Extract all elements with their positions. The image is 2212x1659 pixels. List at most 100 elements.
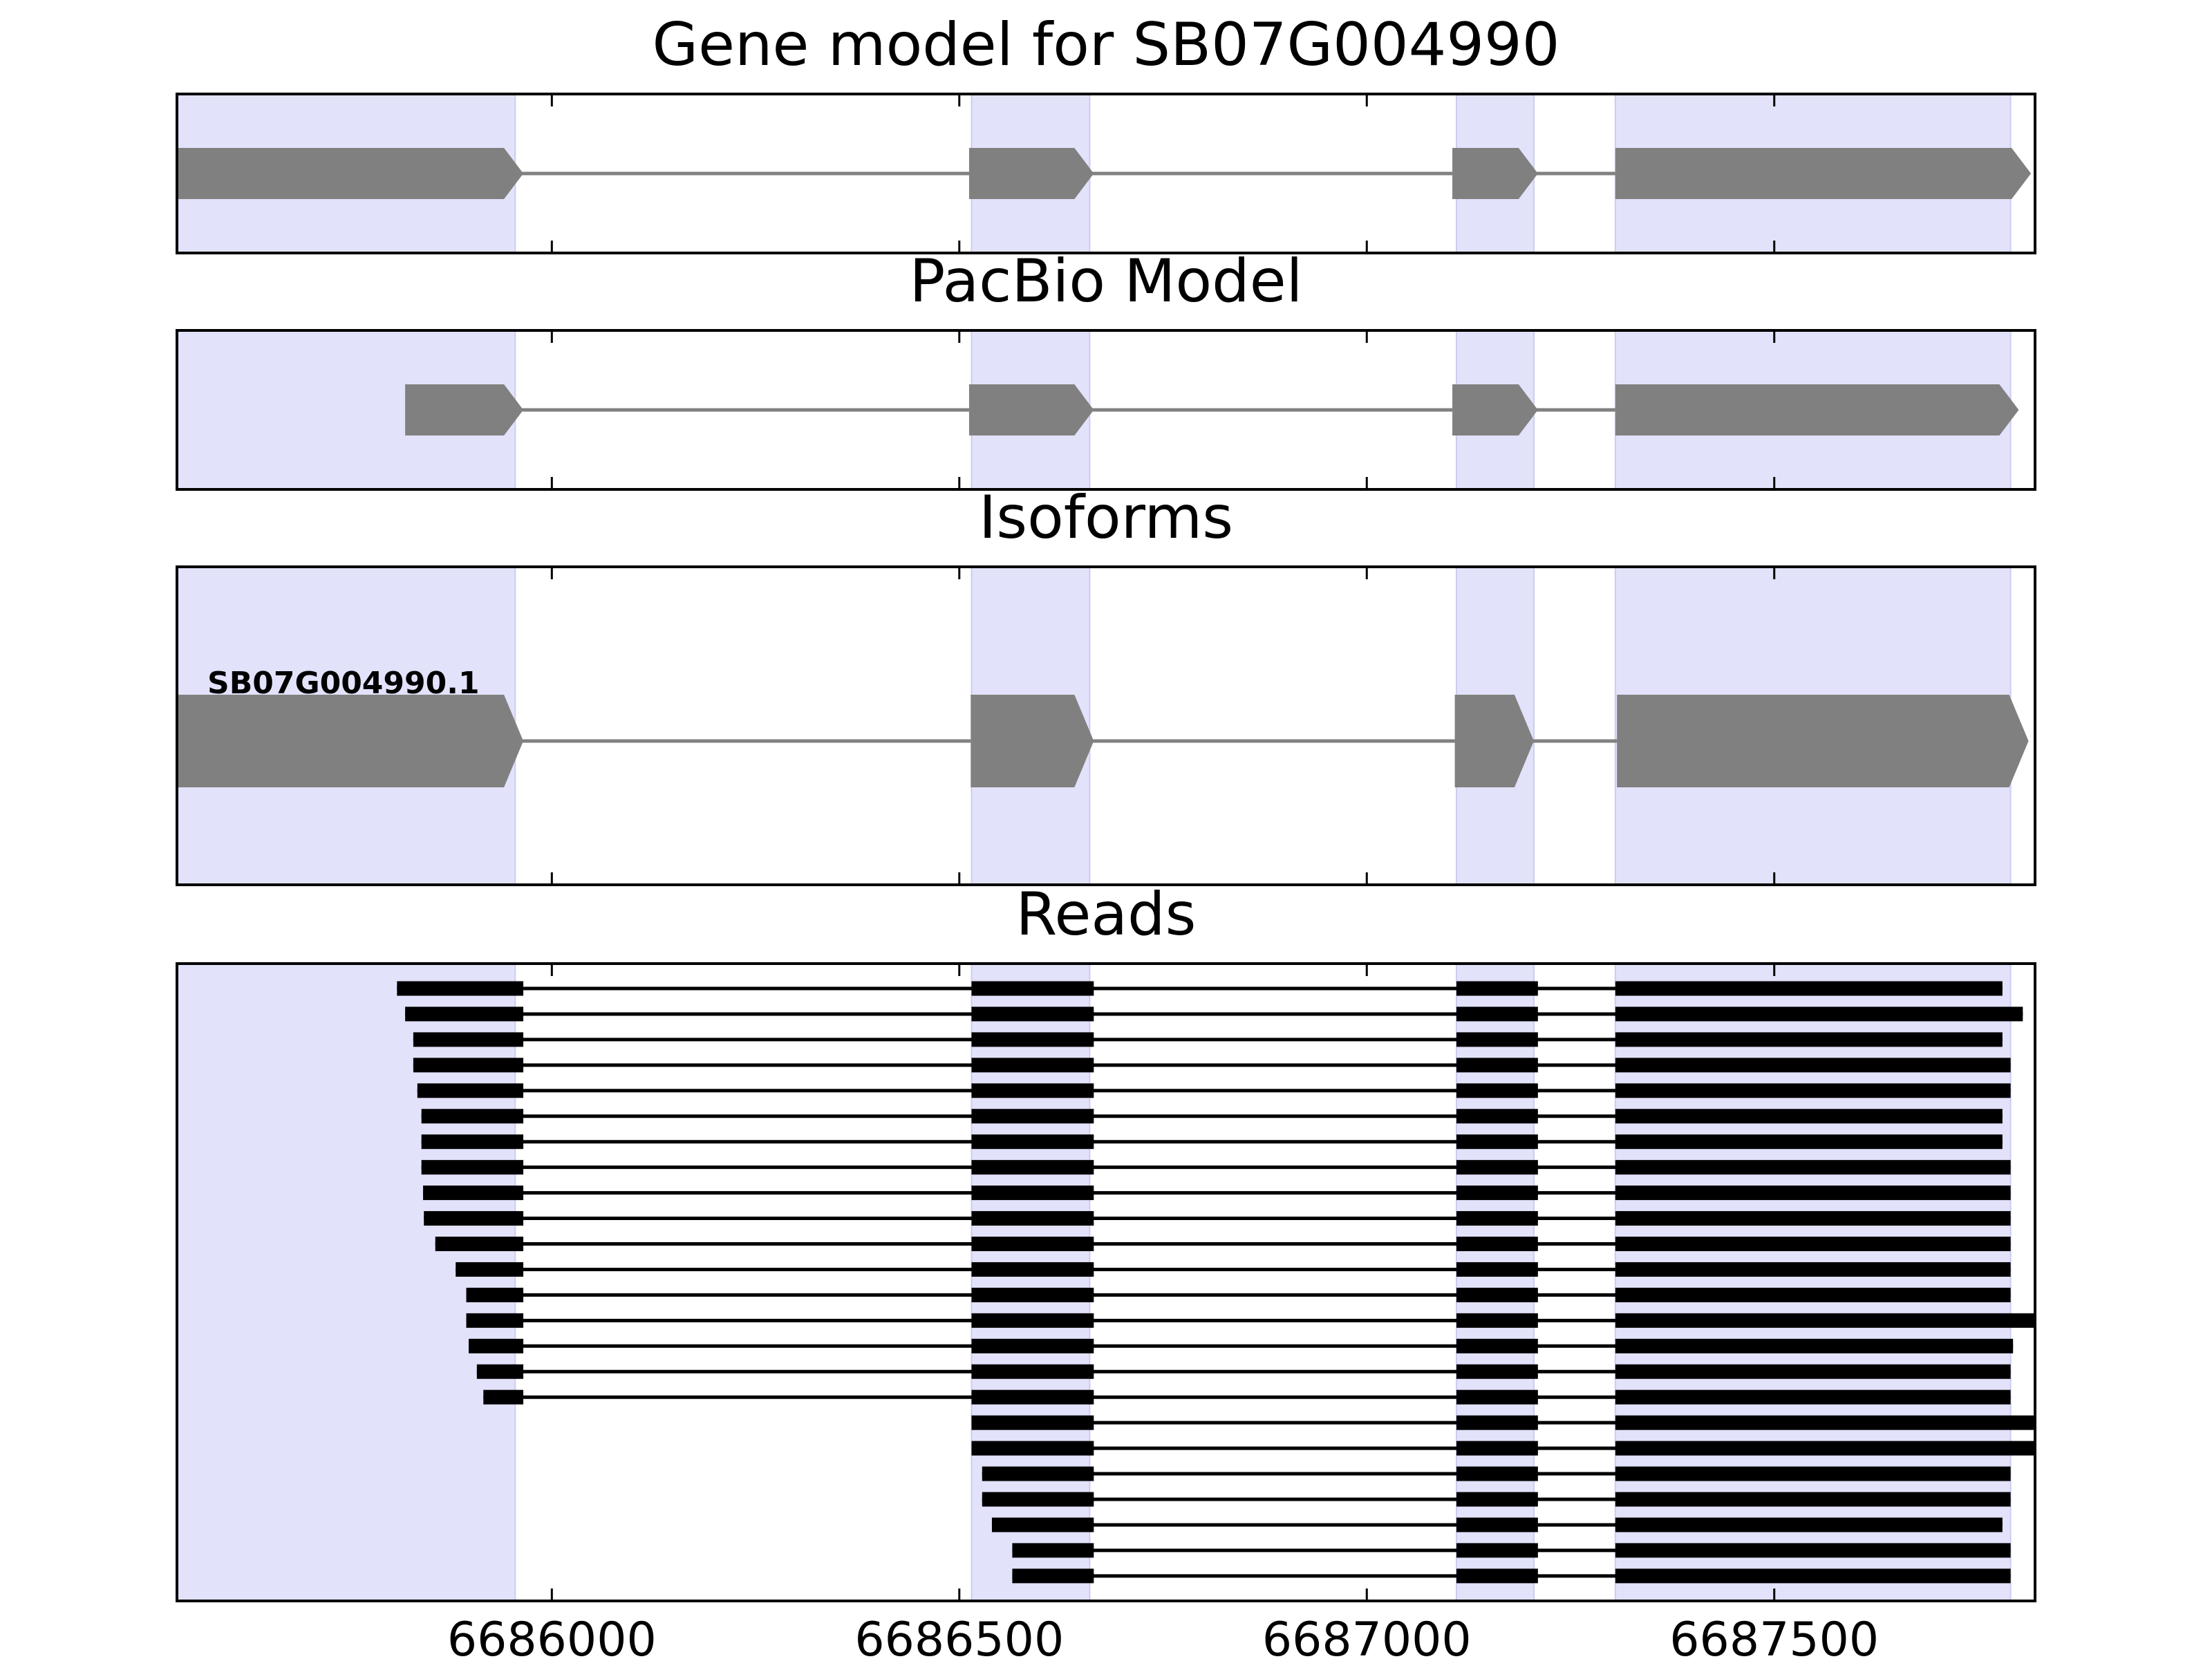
read-block: [1456, 1568, 1538, 1584]
x-tick-label: 6687000: [1262, 1613, 1472, 1659]
exon-block: [1615, 384, 2019, 435]
read-block: [466, 1313, 524, 1328]
read-block: [1615, 1237, 2011, 1251]
read-block: [982, 1466, 1094, 1481]
read-block: [971, 981, 1094, 996]
exon-block: [177, 148, 524, 199]
x-tick-label: 6687500: [1669, 1613, 1879, 1659]
read-block: [413, 1032, 524, 1047]
read-block: [971, 1134, 1094, 1150]
read-block: [1615, 1211, 2011, 1226]
read-block: [424, 1211, 524, 1226]
read-block: [1456, 1237, 1538, 1251]
read-block: [971, 1160, 1094, 1175]
read-block: [1615, 1364, 2011, 1379]
isoforms-title: Isoforms: [979, 483, 1233, 552]
pacbio-model-title: PacBio Model: [909, 247, 1302, 316]
read-block: [1456, 1441, 1538, 1456]
read-block: [1615, 1083, 2011, 1098]
read-block: [991, 1517, 1094, 1533]
read-block: [476, 1364, 524, 1379]
read-block: [1456, 1287, 1538, 1302]
read-block: [971, 1287, 1094, 1302]
read-block: [1456, 1211, 1538, 1226]
read-block: [971, 1032, 1094, 1047]
read-block: [423, 1185, 524, 1201]
read-block: [1456, 1313, 1538, 1328]
read-block: [971, 1058, 1094, 1073]
read-block: [1012, 1568, 1094, 1584]
read-block: [421, 1160, 524, 1175]
read-block: [971, 1109, 1094, 1124]
read-block: [1456, 1006, 1538, 1022]
isoforms-panel: Isoforms SB07G004990.1: [176, 483, 2036, 886]
read-block: [1456, 1415, 1538, 1430]
gene-model-panel: Gene model for SB07G004990: [176, 10, 2036, 254]
read-block: [417, 1083, 524, 1098]
read-block: [1615, 1441, 2035, 1456]
read-block: [1456, 1543, 1538, 1558]
read-block: [1456, 1338, 1538, 1353]
exon-block: [968, 384, 1094, 435]
read-block: [971, 1389, 1094, 1405]
read-block: [1456, 1109, 1538, 1124]
exon-block: [1454, 695, 1534, 787]
read-block: [397, 981, 524, 996]
read-block: [971, 1006, 1094, 1022]
gene-model-title: Gene model for SB07G004990: [653, 10, 1560, 79]
read-block: [1456, 1185, 1538, 1201]
read-block: [971, 1083, 1094, 1098]
read-block: [1456, 1160, 1538, 1175]
read-block: [1456, 1364, 1538, 1379]
read-block: [1615, 1313, 2035, 1328]
exon-block: [177, 695, 524, 787]
read-block: [1615, 1338, 2014, 1353]
read-block: [466, 1287, 524, 1302]
read-block: [1615, 1415, 2035, 1430]
read-block: [1615, 1160, 2011, 1175]
read-block: [1456, 981, 1538, 996]
reads-title: Reads: [1016, 880, 1197, 949]
read-block: [1615, 1466, 2011, 1481]
exon-block: [1452, 148, 1538, 199]
x-tick-label: 6686500: [854, 1613, 1064, 1659]
read-block: [971, 1415, 1094, 1430]
read-block: [1456, 1058, 1538, 1073]
read-block: [1456, 1134, 1538, 1150]
read-block: [1456, 1032, 1538, 1047]
read-block: [1456, 1492, 1538, 1507]
read-block: [971, 1441, 1094, 1456]
read-block: [483, 1389, 524, 1405]
read-block: [1615, 1543, 2011, 1558]
exon-block: [971, 695, 1094, 787]
read-block: [1615, 1134, 2003, 1150]
read-block: [456, 1262, 524, 1277]
read-block: [1615, 1287, 2011, 1302]
read-block: [1456, 1083, 1538, 1098]
read-block: [469, 1338, 524, 1353]
panel-frame: [176, 329, 2036, 491]
read-block: [413, 1058, 524, 1073]
read-block: [1456, 1466, 1538, 1481]
read-block: [971, 1237, 1094, 1251]
x-tick-label: 6686000: [447, 1613, 657, 1659]
read-block: [1615, 1109, 2003, 1124]
read-block: [971, 1313, 1094, 1328]
read-block: [1615, 1492, 2011, 1507]
panel-frame: [176, 93, 2036, 254]
read-block: [971, 1185, 1094, 1201]
read-block: [971, 1262, 1094, 1277]
read-block: [1615, 981, 2003, 996]
read-block: [1012, 1543, 1094, 1558]
exon-block: [1615, 148, 2032, 199]
exon-block: [1452, 384, 1538, 435]
read-block: [1615, 1262, 2011, 1277]
exon-block: [1617, 695, 2029, 787]
read-block: [421, 1134, 524, 1150]
panel-frame: [176, 565, 2036, 886]
read-block: [1615, 1058, 2011, 1073]
read-block: [1456, 1389, 1538, 1405]
read-block: [982, 1492, 1094, 1507]
read-block: [971, 1364, 1094, 1379]
